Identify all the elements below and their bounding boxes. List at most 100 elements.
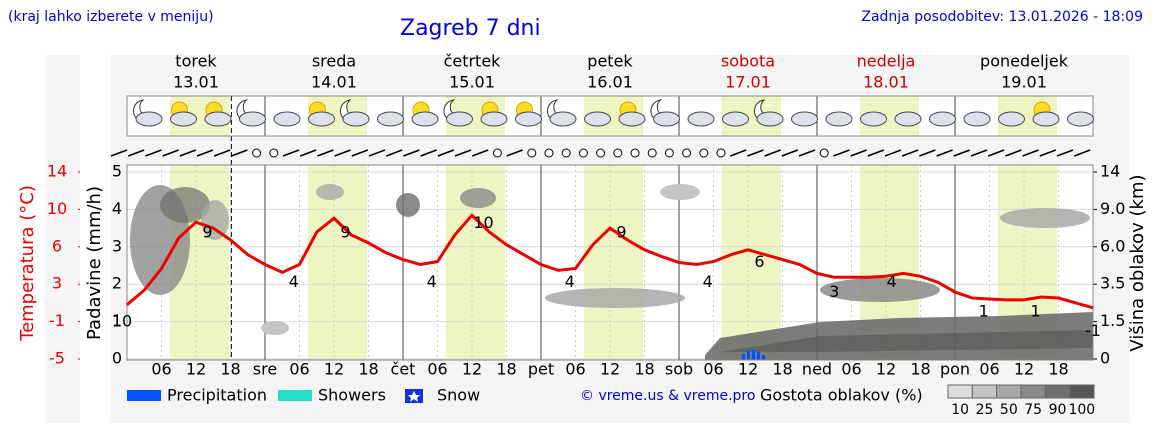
legend-label: Showers	[318, 386, 386, 405]
temperature-line	[126, 213, 1094, 310]
icon-frame	[126, 95, 1094, 137]
x-tick-label: 06	[151, 360, 171, 379]
wind-barb	[317, 149, 334, 157]
wind-barb	[420, 149, 437, 157]
x-tick-label: 18	[220, 360, 240, 379]
precip-bar	[747, 351, 750, 360]
cloud-icon	[756, 111, 784, 127]
temp-tick-label: 14	[47, 162, 67, 181]
wind-barb	[901, 149, 919, 157]
wind-barb	[1073, 149, 1091, 157]
wind-barb	[506, 149, 523, 157]
cloud-icon	[377, 111, 404, 127]
calm-marker	[630, 148, 640, 158]
cloud-icon	[446, 111, 473, 127]
calm-marker	[647, 148, 657, 158]
wind-barb	[884, 149, 902, 157]
density-swatch	[996, 384, 1022, 399]
density-swatch	[1044, 384, 1071, 399]
temp-annotation: 9	[616, 223, 626, 242]
x-tick-label: 18	[910, 360, 930, 379]
day-name: nedelja	[857, 52, 916, 71]
legend-label: Precipitation	[167, 386, 267, 405]
cloud-tick-label: 0	[1100, 349, 1110, 368]
temp-annotation: 1	[979, 301, 989, 320]
wind-barb	[1039, 149, 1057, 157]
wind-barb	[351, 149, 369, 157]
daylight-band	[721, 165, 782, 360]
snow-star	[408, 391, 420, 402]
calm-marker	[269, 148, 279, 158]
cloud-icon	[480, 111, 508, 127]
cloud-tick-label: 6.0	[1100, 236, 1125, 255]
cloud-icon	[239, 111, 266, 127]
x-tick-label: 12	[600, 360, 620, 379]
wind-barb	[334, 149, 351, 157]
cloud-blob	[396, 193, 420, 217]
wind-barb	[987, 149, 1005, 157]
chart-title: Zagreb 7 dni	[400, 16, 541, 41]
wind-barb	[213, 149, 231, 157]
cloud-icon	[653, 111, 680, 127]
left-panel	[45, 55, 80, 423]
x-tick-label: 12	[1014, 360, 1034, 379]
cloud-icon	[411, 111, 439, 127]
day-name: sobota	[721, 52, 775, 71]
calm-marker	[682, 148, 692, 158]
y-tick-label: 3	[112, 236, 122, 255]
cloud-icon	[618, 111, 646, 127]
cloud-icon	[929, 111, 956, 127]
day-name: sreda	[312, 52, 356, 71]
temp-annotation: 6	[754, 252, 764, 271]
density-tick-label: 25	[976, 402, 994, 418]
temp-annotation: 4	[427, 272, 437, 291]
misc-label: 10	[112, 312, 132, 331]
cloud-icon	[342, 111, 370, 127]
day-date: 13.01	[173, 73, 219, 92]
y-tick-label: 1	[112, 311, 122, 330]
wind-barb	[145, 149, 162, 157]
wind-barb	[781, 149, 799, 157]
cloud-icon	[963, 111, 991, 127]
wind-barb	[162, 149, 179, 157]
day-date: 16.01	[587, 73, 633, 92]
calm-marker	[699, 148, 709, 158]
wind-barb	[764, 149, 781, 157]
x-tick-label: sob	[665, 360, 693, 379]
cloud-tick-label: 14	[1100, 162, 1120, 181]
wind-barb	[747, 149, 764, 157]
x-tick-label: čet	[391, 360, 416, 379]
density-tick-label: 90	[1049, 402, 1067, 418]
legend-swatch	[127, 390, 161, 401]
wind-barb	[936, 149, 953, 157]
x-tick-label: 12	[462, 360, 482, 379]
temp-annotation: 10	[473, 213, 493, 232]
wind-barb	[110, 149, 128, 157]
temp-annotation: 9	[340, 223, 350, 242]
density-title: Gostota oblakov (%)	[760, 386, 923, 405]
x-tick-label: 06	[289, 360, 309, 379]
calm-marker	[596, 148, 606, 158]
calm-marker	[578, 148, 588, 158]
cloud-blob	[261, 321, 289, 335]
x-tick-label: 06	[427, 360, 447, 379]
x-tick-label: 18	[772, 360, 792, 379]
cloud-blob	[160, 187, 210, 223]
cloud-icon	[998, 111, 1025, 127]
backgrounds: torek 13.01 sreda 14.01 četrtek 15.01 petek 16.…	[127, 52, 1093, 360]
cloud-icon	[894, 111, 922, 127]
wind-barb	[850, 149, 867, 157]
calm-marker	[252, 148, 262, 158]
cloud-icon	[515, 111, 542, 127]
calm-marker	[819, 148, 829, 158]
cloud-blob	[1000, 208, 1090, 228]
wind-barb	[368, 149, 386, 157]
cloud-icon	[170, 111, 197, 127]
calm-marker	[492, 148, 502, 158]
precip-bar	[762, 355, 765, 360]
temp-annotation: 4	[887, 272, 897, 291]
day-name: petek	[587, 52, 633, 71]
precip-bar	[752, 350, 755, 360]
